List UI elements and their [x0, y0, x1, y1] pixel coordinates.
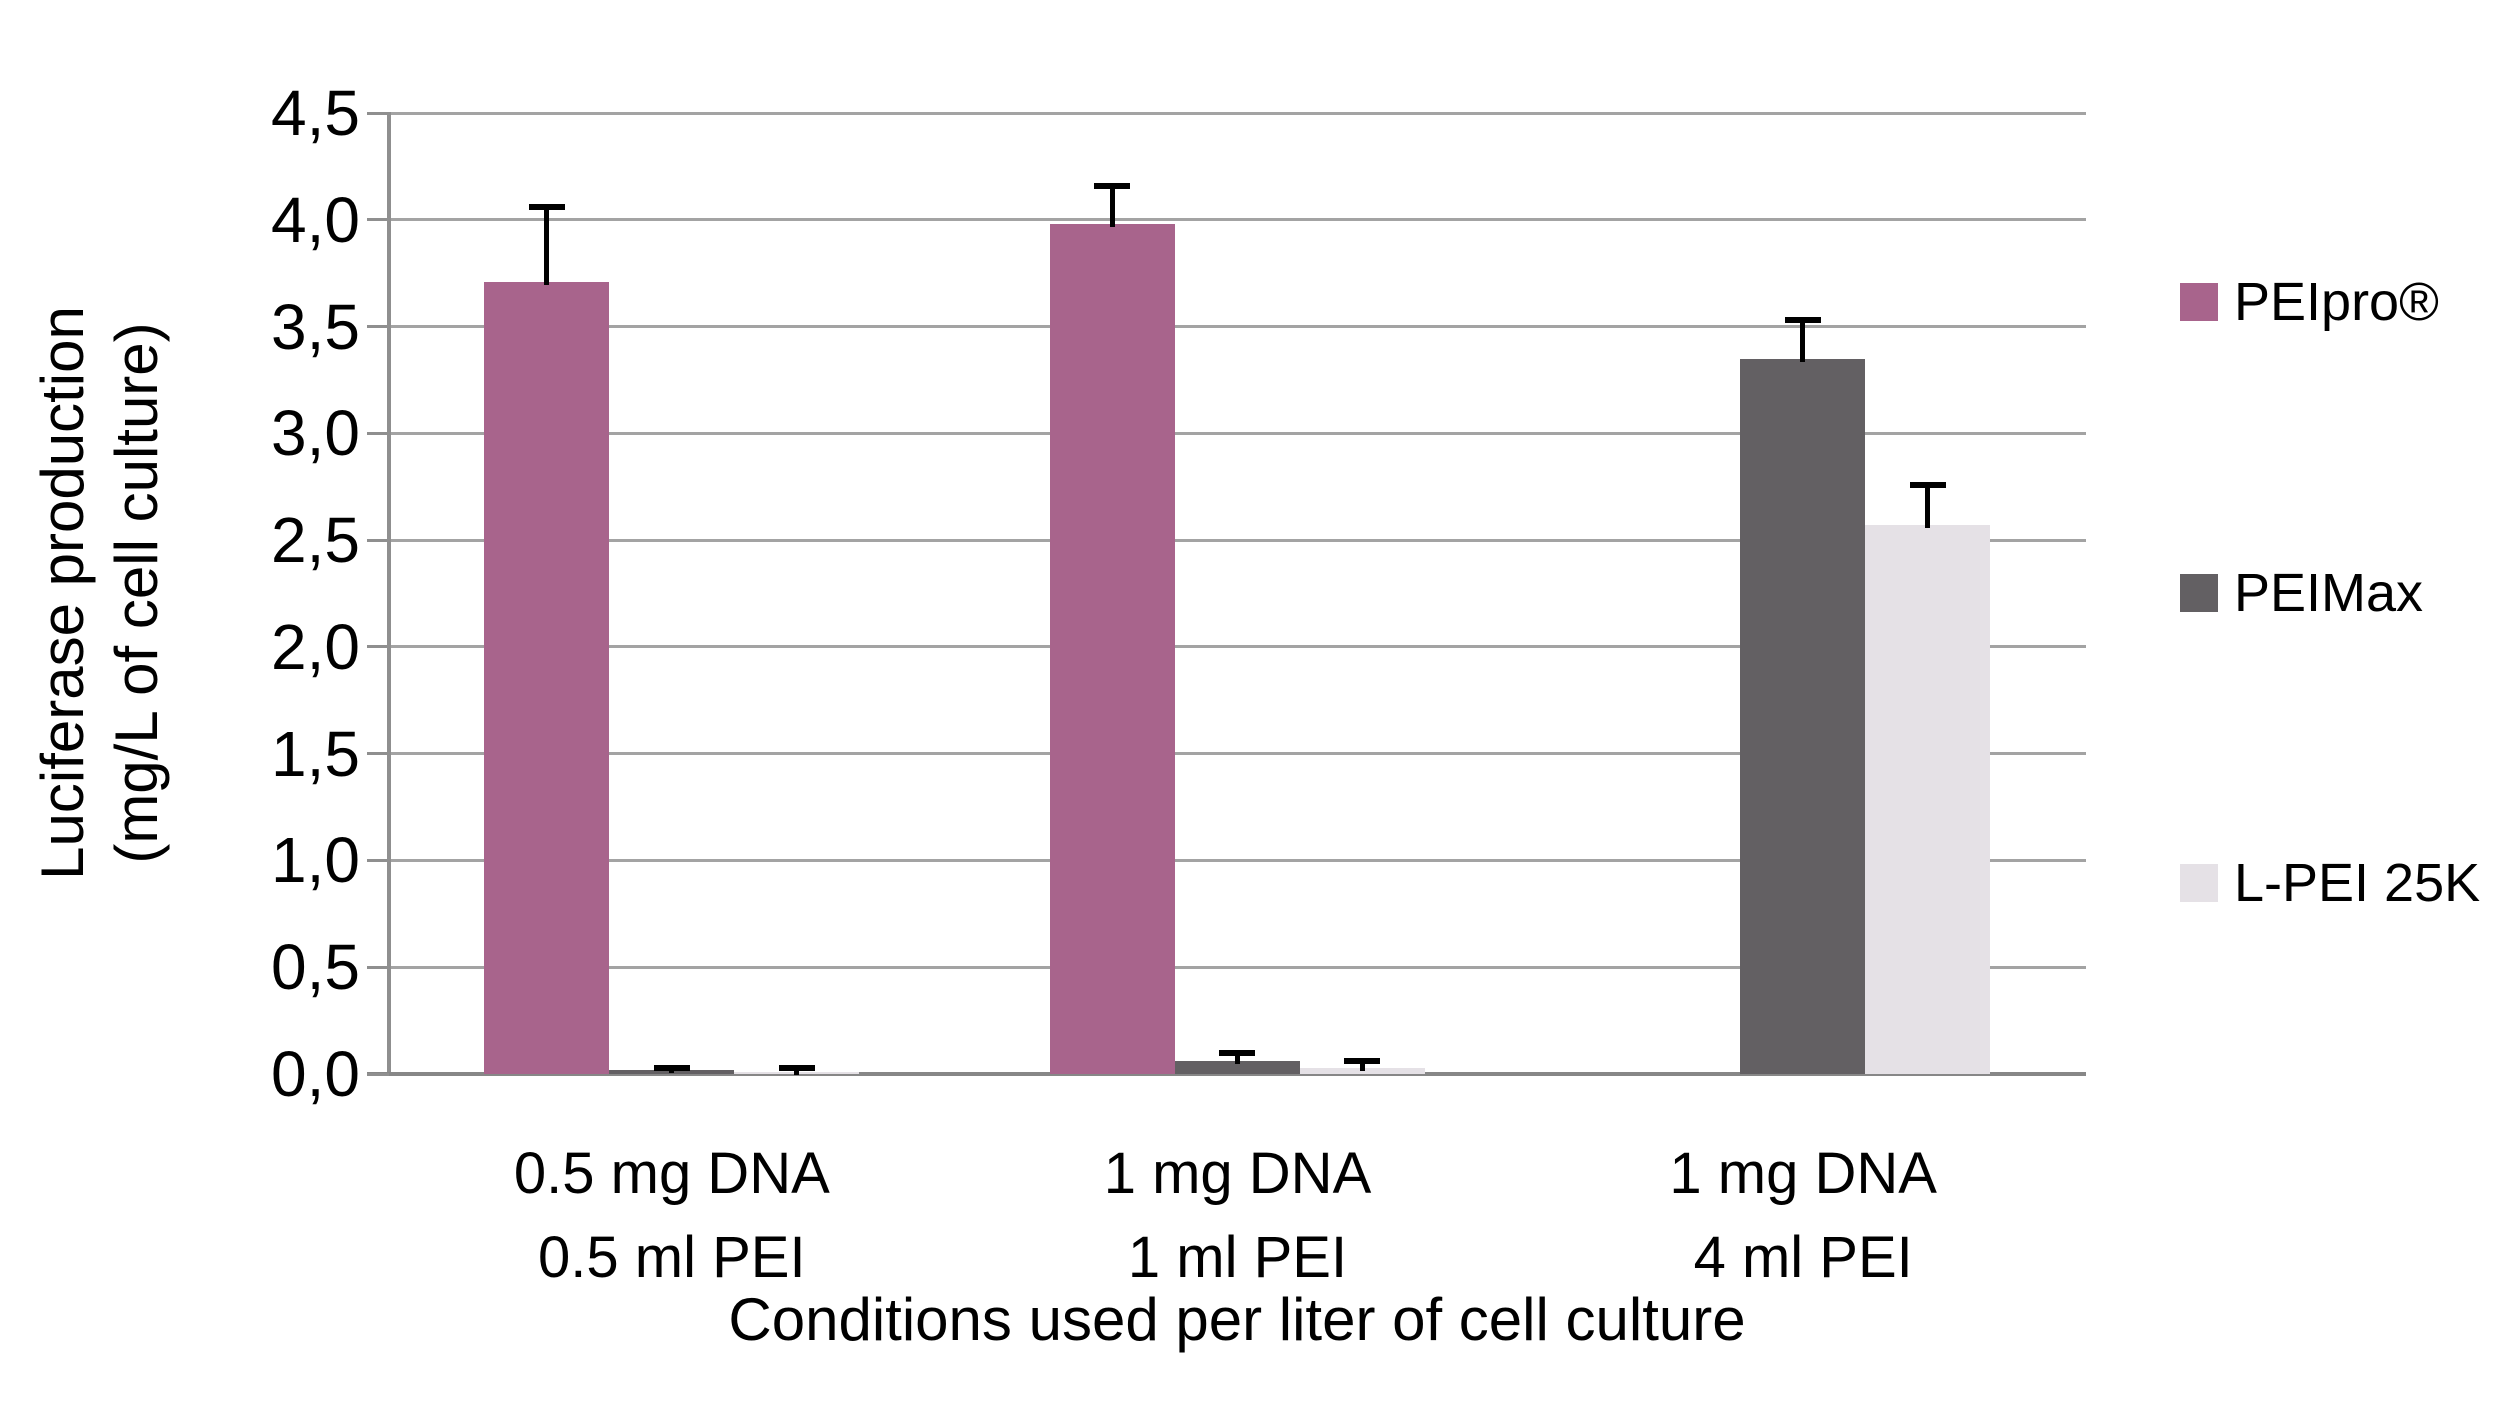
error-bar-cap — [653, 1064, 690, 1071]
y-axis-line — [387, 112, 391, 1076]
legend-swatch — [2180, 574, 2218, 612]
y-tick-label: 2,0 — [271, 610, 360, 683]
y-axis-tick — [367, 111, 389, 115]
error-bar-cap — [1094, 182, 1131, 189]
gridline — [389, 858, 2086, 862]
x-category-label: 0.5 mg DNA 0.5 ml PEI — [514, 1132, 830, 1300]
y-axis-tick — [367, 1072, 389, 1076]
bar-peipro — [1049, 224, 1175, 1074]
error-bar-line — [794, 1067, 799, 1075]
gridline — [389, 431, 2086, 435]
bar-lpei25k — [1865, 525, 1991, 1074]
gridline — [389, 965, 2086, 969]
error-bar-line — [1234, 1052, 1240, 1065]
error-bar-line — [544, 206, 549, 285]
legend-swatch — [2180, 864, 2218, 902]
x-category-label: 1 mg DNA 1 ml PEI — [1104, 1132, 1372, 1300]
y-tick-label: 2,5 — [271, 504, 360, 577]
y-axis-tick — [367, 645, 389, 649]
legend-label: L-PEI 25K — [2234, 853, 2481, 913]
x-category-label: 1 mg DNA 4 ml PEI — [1669, 1132, 1937, 1300]
gridline — [389, 111, 2086, 115]
gridline — [389, 218, 2086, 222]
y-tick-label: 4,5 — [271, 77, 360, 149]
y-tick-label: 0,5 — [271, 931, 360, 1004]
legend-item: PEIMax — [2180, 566, 2423, 620]
gridline — [389, 325, 2086, 329]
gridline — [389, 538, 2086, 542]
legend-item: PEIpro® — [2180, 275, 2439, 329]
x-category-label-line: 0.5 mg DNA — [513, 1141, 830, 1206]
error-bar-line — [1109, 185, 1115, 228]
y-tick-label: 3,5 — [271, 290, 360, 363]
error-bar-line — [1800, 320, 1806, 362]
bar-lpei25k — [1299, 1067, 1425, 1074]
bar-peimax — [1740, 358, 1866, 1074]
y-axis-tick — [367, 431, 389, 435]
x-category-label-line: 1 mg DNA — [1669, 1141, 1937, 1206]
x-axis-title: Conditions used per liter of cell cultur… — [728, 1286, 1746, 1353]
y-tick-label: 1,5 — [271, 717, 360, 790]
x-category-label-line: 1 mg DNA — [1103, 1141, 1372, 1206]
error-bar-cap — [528, 203, 565, 210]
error-bar-cap — [1784, 317, 1821, 324]
y-axis-tick — [367, 325, 389, 329]
y-axis-title-line1: Luciferase production — [29, 306, 96, 880]
legend-item: L-PEI 25K — [2180, 856, 2480, 910]
error-bar-cap — [778, 1064, 815, 1071]
y-axis-tick — [367, 218, 389, 222]
y-axis-tick — [367, 965, 389, 969]
gridline — [389, 645, 2086, 649]
gridline — [389, 752, 2086, 756]
x-axis-line — [367, 1072, 2086, 1076]
y-axis-title: Luciferase production (mg/L of cell cult… — [26, 306, 174, 880]
error-bar-cap — [1909, 481, 1946, 488]
error-bar-line — [1925, 484, 1931, 529]
plot-area — [367, 111, 2086, 1076]
error-bar-cap — [1344, 1058, 1381, 1065]
y-tick-label: 4,0 — [271, 183, 360, 256]
x-category-label-line: 1 ml PEI — [1127, 1225, 1348, 1290]
legend-swatch — [2180, 283, 2218, 321]
x-category-label-line: 4 ml PEI — [1693, 1225, 1913, 1290]
y-axis-tick — [367, 858, 389, 862]
legend-label: PEIpro® — [2234, 272, 2439, 332]
y-tick-label: 3,0 — [271, 397, 360, 470]
bar-peimax — [1174, 1061, 1300, 1074]
y-axis-title-line2: (mg/L of cell culture) — [103, 322, 170, 864]
error-bar-cap — [1219, 1049, 1256, 1056]
x-category-label-line: 0.5 ml PEI — [538, 1225, 806, 1290]
y-axis-tick — [367, 752, 389, 756]
legend-label: PEIMax — [2234, 563, 2424, 623]
y-tick-label: 0,0 — [271, 1038, 360, 1110]
bar-peipro — [484, 281, 609, 1074]
error-bar-line — [1359, 1061, 1365, 1071]
y-tick-label: 1,0 — [271, 824, 360, 897]
y-axis-tick — [367, 538, 389, 542]
